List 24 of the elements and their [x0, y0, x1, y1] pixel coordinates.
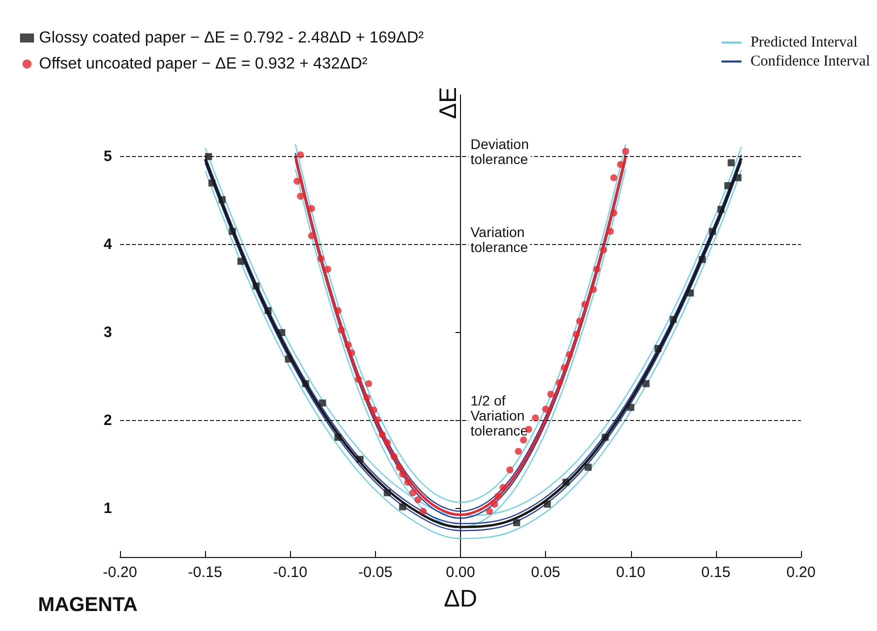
legend-label: Glossy coated paper − ΔE = 0.792 - 2.48ΔD + 169ΔD² — [39, 30, 424, 46]
y-tick-label: 3 — [104, 324, 112, 342]
ref-line-label: Deviation tolerance — [470, 136, 529, 168]
ref-line-label: Variation tolerance — [470, 224, 528, 256]
ref-line-label: 1/2 of Variation tolerance — [470, 392, 528, 439]
y-tick-label: 1 — [104, 500, 112, 518]
x-tick-label: 0.20 — [786, 564, 816, 581]
y-tick-label: 4 — [104, 236, 113, 254]
x-tick-label: -0.20 — [102, 564, 138, 581]
y-tick-label: 5 — [104, 148, 112, 166]
x-tick-label: 0.10 — [616, 564, 646, 581]
y-tick-label: 2 — [104, 412, 112, 430]
x-tick-label: 0.15 — [701, 564, 730, 581]
x-axis-title: ΔD — [444, 586, 478, 612]
legend-label: Confidence Interval — [750, 54, 870, 70]
x-tick-label: -0.05 — [358, 564, 392, 581]
x-tick-label: -0.10 — [273, 564, 308, 581]
x-tick-label: 0.00 — [446, 564, 476, 581]
x-tick-label: 0.05 — [531, 564, 560, 581]
y-axis-title: ΔE — [435, 87, 462, 120]
text: MAGENTA — [38, 594, 138, 616]
legend-label: Offset uncoated paper − ΔE = 0.932 + 432ΔD² — [39, 56, 368, 72]
x-tick-label: -0.15 — [188, 564, 222, 581]
legend-label: Predicted Interval — [750, 34, 858, 50]
